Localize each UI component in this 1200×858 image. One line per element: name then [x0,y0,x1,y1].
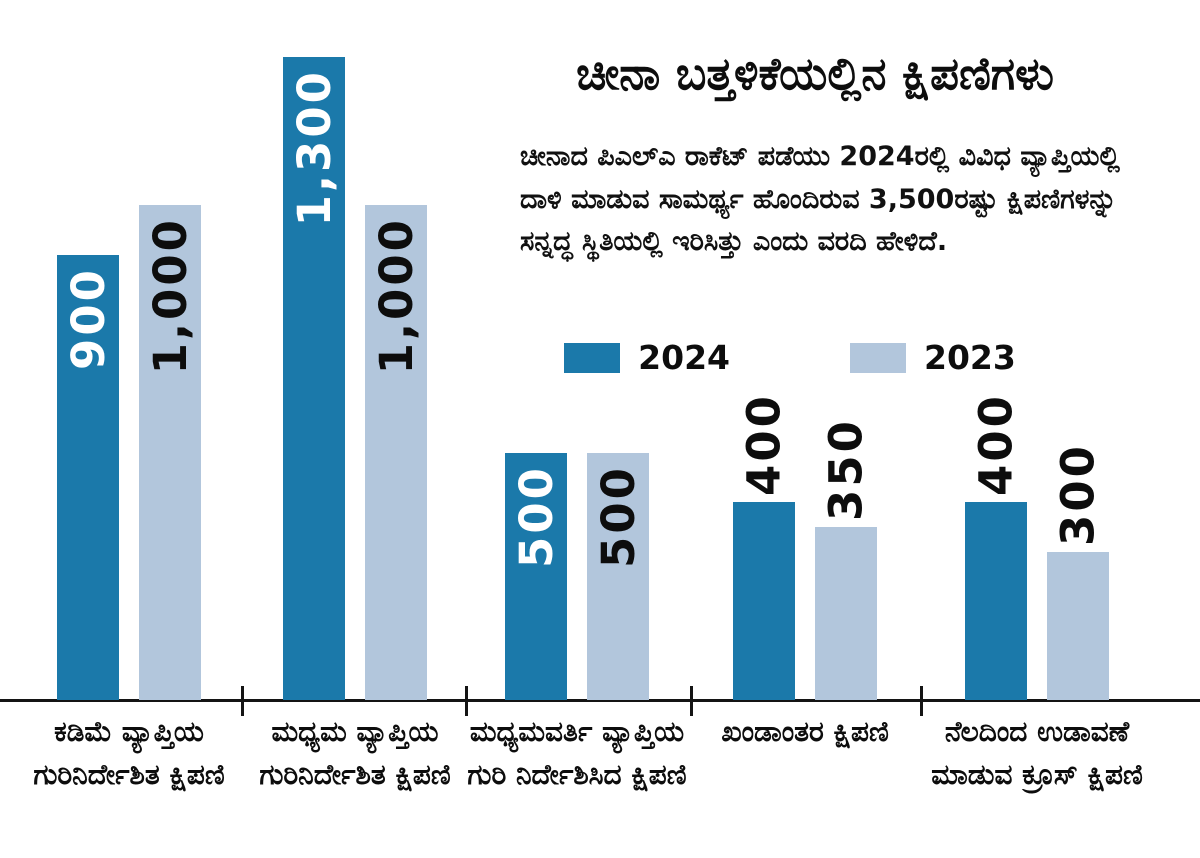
bar-2023-cat3: 500 [587,453,649,700]
legend-item-2024: 2024 [564,338,730,377]
bar-value-label: 1,000 [369,217,423,375]
legend-swatch-2024-icon [564,342,621,373]
x-axis-line [0,699,1200,702]
bar-2024-cat3: 500 [505,453,567,700]
bar-2024-cat4: 400 [733,393,795,700]
category-label-3: ಮಧ್ಯಮವರ್ತಿ ವ್ಯಾಪ್ತಿಯ ಗುರಿ ನಿರ್ದೇಶಿಸಿದ ಕ್… [467,715,687,792]
bar-value-label: 300 [1051,443,1105,546]
bar-group-1: 900 1,000 [57,205,201,700]
category-label-2: ಮಧ್ಯಮ ವ್ಯಾಪ್ತಿಯ ಗುರಿನಿರ್ದೇಶಿತ ಕ್ಷಿಪಣಿ [259,715,451,792]
bar-group-3: 500 500 [505,453,649,700]
bar-group-5: 400 300 [965,393,1109,700]
axis-tick [920,686,923,716]
chart-title: ಚೀನಾ ಬತ್ತಳಿಕೆಯಲ್ಲಿನ ಕ್ಷಿಪಣಿಗಳು [576,47,1054,100]
legend-label-2023: 2023 [924,338,1016,377]
bar-2024-cat5: 400 [965,393,1027,700]
bar-value-label: 400 [969,393,1023,496]
bar-2023-cat4: 350 [815,418,877,700]
chart-description: ಚೀನಾದ ಪಿಎಲ್‌ಎ ರಾಕೆಟ್ ಪಡೆಯು 2024ರಲ್ಲಿ ವಿವ… [520,141,1120,258]
bar-value-label: 400 [737,393,791,496]
bar-2023-cat1: 1,000 [139,205,201,700]
bar-2024-cat2: 1,300 [283,57,345,700]
bar-2023-cat5: 300 [1047,443,1109,700]
axis-tick [690,686,693,716]
bar-value-label: 350 [819,418,873,521]
axis-tick [241,686,244,716]
bar-value-label: 1,300 [287,69,341,227]
legend: 2024 2023 [480,338,1100,377]
legend-item-2023: 2023 [850,338,1016,377]
legend-label-2024: 2024 [638,338,730,377]
bar-value-label: 500 [509,465,563,568]
bar-value-label: 900 [61,267,115,370]
category-label-1: ಕಡಿಮೆ ವ್ಯಾಪ್ತಿಯ ಗುರಿನಿರ್ದೇಶಿತ ಕ್ಷಿಪಣಿ [33,715,225,792]
bar-value-label: 500 [591,465,645,568]
category-label-4: ಖಂಡಾಂತರ ಕ್ಷಿಪಣಿ [721,715,889,748]
bar-2024-cat1: 900 [57,255,119,700]
bar-group-4: 400 350 [733,393,877,700]
bar-group-2: 1,300 1,000 [283,57,427,700]
bar-2023-cat2: 1,000 [365,205,427,700]
category-label-5: ನೆಲದಿಂದ ಉಡಾವಣೆ ಮಾಡುವ ಕ್ರೂಸ್ ಕ್ಷಿಪಣಿ [931,715,1143,792]
legend-swatch-2023-icon [850,342,906,373]
axis-tick [465,686,468,716]
bar-value-label: 1,000 [143,217,197,375]
